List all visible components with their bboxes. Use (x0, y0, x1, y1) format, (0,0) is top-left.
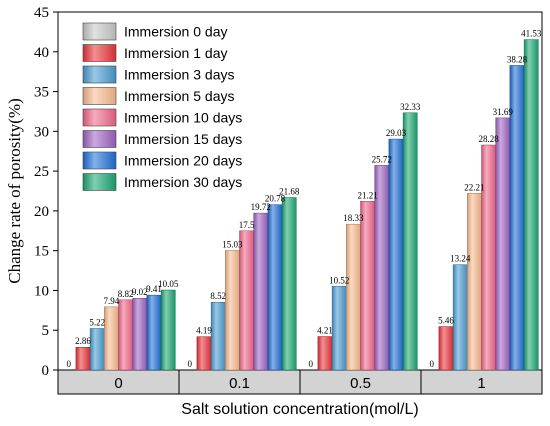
data-label: 8.82 (118, 289, 134, 299)
data-label: 17.5 (239, 220, 255, 230)
y-tick-label: 5 (42, 323, 50, 339)
bar (438, 326, 454, 371)
legend-label: Immersion 20 days (124, 153, 242, 169)
legend-label: Immersion 15 days (124, 131, 242, 147)
bar (317, 336, 333, 371)
bar (118, 299, 133, 371)
data-label: 21.21 (357, 190, 377, 200)
x-category-label: 1 (477, 375, 485, 392)
bar (331, 286, 347, 371)
bar (495, 117, 511, 371)
data-label: 21.68 (279, 187, 300, 197)
data-label: 28.28 (478, 134, 499, 144)
data-label: 19.72 (251, 202, 271, 212)
y-tick-label: 20 (34, 204, 49, 220)
data-label: 0 (67, 359, 72, 369)
legend-label: Immersion 10 days (124, 110, 242, 126)
bar (196, 336, 212, 371)
data-label: 18.33 (343, 213, 364, 223)
data-label: 2.86 (75, 336, 91, 346)
legend-swatch (82, 151, 117, 170)
bar (346, 223, 361, 371)
data-label: 15.03 (222, 239, 243, 249)
y-tick-label: 40 (34, 45, 49, 61)
legend-label: Immersion 5 days (124, 88, 234, 104)
legend-swatch (82, 65, 117, 84)
y-tick-label: 10 (34, 283, 49, 299)
bar (267, 204, 283, 371)
y-tick-label: 15 (34, 244, 49, 260)
legend-label: Immersion 3 days (124, 67, 234, 83)
data-label: 31.69 (493, 107, 514, 117)
x-category-label: 0 (114, 375, 122, 392)
y-axis: 0 5 10 15 20 25 30 35 40 45 (34, 5, 58, 379)
bar (104, 306, 119, 371)
x-axis-categories: 0 0.1 0.5 1 (114, 370, 486, 394)
legend-swatch (82, 44, 117, 62)
bar (452, 264, 468, 371)
legend-swatch (82, 130, 117, 148)
bar (75, 346, 91, 371)
legend-swatch (82, 108, 117, 127)
data-label: 0 (309, 359, 314, 369)
data-label: 38.28 (507, 54, 528, 64)
legend-label: Immersion 1 day (124, 45, 227, 61)
bar (388, 138, 404, 371)
bar (281, 197, 297, 371)
bar (146, 294, 162, 371)
x-category-label: 0.5 (350, 375, 371, 392)
data-label: 0 (430, 359, 435, 369)
bar (239, 230, 254, 371)
bar (360, 201, 375, 371)
data-label: 22.21 (464, 182, 484, 192)
y-tick-label: 0 (42, 363, 50, 379)
data-label: 4.21 (317, 326, 333, 336)
data-label: 13.24 (450, 254, 471, 264)
data-label: 25.72 (372, 154, 392, 164)
bar (89, 328, 105, 371)
bar (481, 144, 496, 371)
data-label: 20.78 (265, 194, 286, 204)
bar (132, 297, 148, 371)
data-label: 41.53 (521, 29, 542, 39)
data-label: 7.94 (104, 296, 120, 306)
legend-label: Immersion 30 days (124, 174, 242, 190)
data-label: 29.03 (386, 128, 407, 138)
data-label: 10.52 (329, 275, 349, 285)
y-axis-title: Change rate of porosity(%) (5, 98, 24, 284)
data-label: 9.41 (146, 284, 162, 294)
bar (160, 289, 176, 371)
y-tick-label: 45 (34, 5, 49, 21)
data-label: 10.05 (158, 279, 179, 289)
bar (467, 193, 482, 371)
legend-swatch (82, 173, 117, 191)
bar (253, 212, 269, 371)
x-category-label: 0.1 (229, 375, 250, 392)
data-label: 4.19 (196, 326, 212, 336)
data-label: 8.52 (210, 291, 226, 301)
data-label: 5.22 (89, 317, 105, 327)
bar (225, 250, 240, 371)
bar (402, 112, 418, 371)
legend: Immersion 0 day Immersion 1 day Immersion … (82, 22, 242, 191)
bar (523, 39, 539, 371)
bars (75, 39, 539, 371)
y-tick-label: 30 (34, 124, 49, 140)
data-label: 32.33 (400, 102, 421, 112)
legend-swatch (82, 22, 117, 41)
data-label: 9.02 (132, 287, 148, 297)
legend-swatch (82, 87, 117, 105)
y-tick-label: 35 (34, 85, 49, 101)
bar (210, 301, 226, 371)
data-label: 0 (188, 359, 193, 369)
x-axis-title: Salt solution concentration(mol/L) (181, 401, 418, 418)
y-tick-label: 25 (34, 164, 49, 180)
data-label: 5.46 (438, 316, 454, 326)
legend-label: Immersion 0 day (124, 24, 227, 40)
